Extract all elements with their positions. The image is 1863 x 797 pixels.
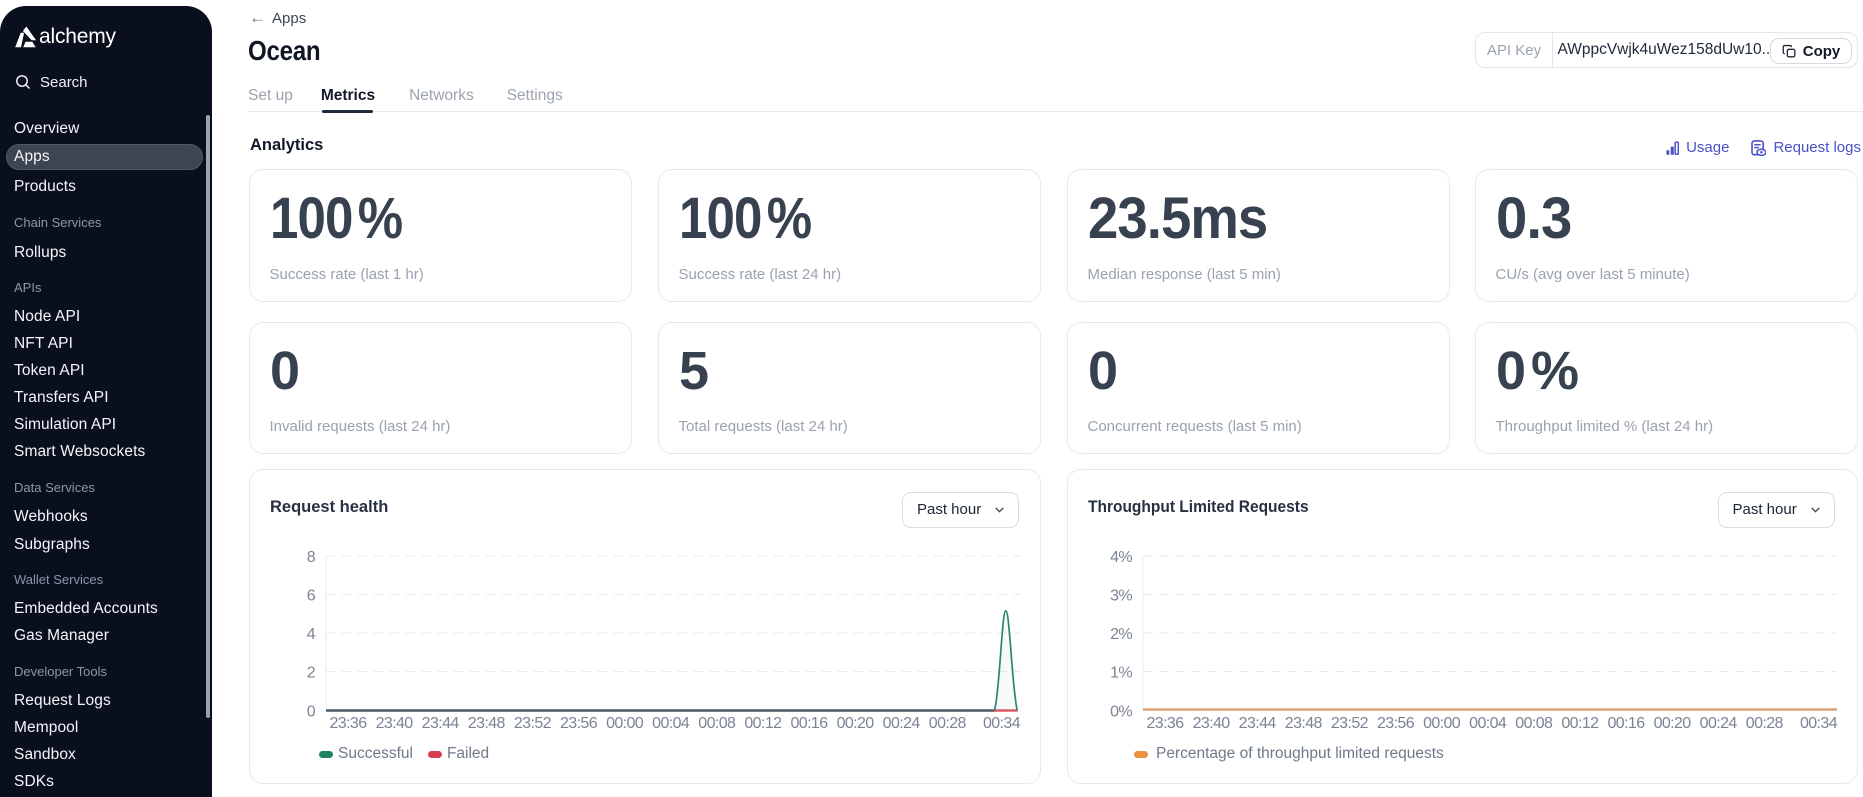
svg-text:00:24: 00:24 xyxy=(1700,715,1738,732)
svg-text:00:28: 00:28 xyxy=(1746,715,1784,732)
svg-text:00:08: 00:08 xyxy=(698,715,736,732)
svg-text:00:20: 00:20 xyxy=(1654,715,1692,732)
svg-text:3%: 3% xyxy=(1110,588,1132,605)
svg-text:00:04: 00:04 xyxy=(652,715,690,732)
svg-text:23:44: 23:44 xyxy=(1239,715,1277,732)
svg-text:00:20: 00:20 xyxy=(837,715,875,732)
svg-text:23:52: 23:52 xyxy=(1331,715,1369,732)
svg-text:00:16: 00:16 xyxy=(790,715,828,732)
svg-text:00:00: 00:00 xyxy=(1423,715,1461,732)
svg-text:00:12: 00:12 xyxy=(1561,715,1599,732)
svg-text:00:04: 00:04 xyxy=(1469,715,1507,732)
svg-text:0%: 0% xyxy=(1110,704,1132,721)
svg-text:00:08: 00:08 xyxy=(1515,715,1553,732)
svg-text:23:36: 23:36 xyxy=(1146,715,1184,732)
svg-text:2: 2 xyxy=(307,665,316,682)
svg-text:4: 4 xyxy=(307,626,316,643)
svg-text:00:12: 00:12 xyxy=(744,715,782,732)
svg-text:4%: 4% xyxy=(1110,549,1132,566)
svg-text:23:40: 23:40 xyxy=(1193,715,1231,732)
svg-text:00:24: 00:24 xyxy=(883,715,921,732)
svg-text:8: 8 xyxy=(307,549,316,566)
svg-text:23:52: 23:52 xyxy=(514,715,552,732)
svg-text:23:36: 23:36 xyxy=(329,715,367,732)
svg-text:6: 6 xyxy=(307,588,316,605)
svg-text:00:28: 00:28 xyxy=(929,715,967,732)
svg-text:00:16: 00:16 xyxy=(1607,715,1645,732)
svg-text:23:40: 23:40 xyxy=(376,715,414,732)
svg-text:23:56: 23:56 xyxy=(1377,715,1415,732)
svg-text:2%: 2% xyxy=(1110,626,1132,643)
svg-text:23:48: 23:48 xyxy=(468,715,506,732)
svg-text:00:34: 00:34 xyxy=(983,715,1021,732)
svg-text:0: 0 xyxy=(307,704,316,721)
svg-text:23:48: 23:48 xyxy=(1285,715,1323,732)
svg-text:1%: 1% xyxy=(1110,665,1132,682)
svg-text:23:56: 23:56 xyxy=(560,715,598,732)
svg-text:00:00: 00:00 xyxy=(606,715,644,732)
svg-text:00:34: 00:34 xyxy=(1800,715,1838,732)
svg-text:23:44: 23:44 xyxy=(422,715,460,732)
